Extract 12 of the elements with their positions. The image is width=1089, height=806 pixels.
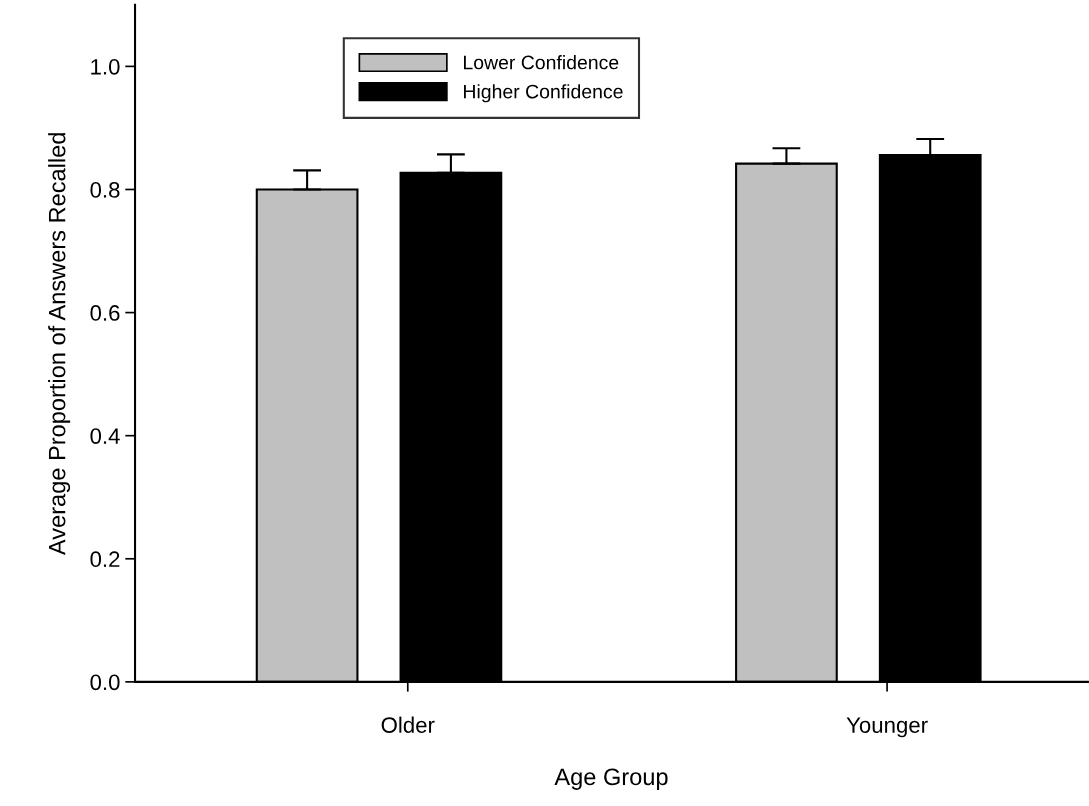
y-tick-label: 0.6 [90, 305, 120, 321]
y-tick-label: 0.8 [90, 182, 120, 198]
y-tick-label: 1.0 [91, 58, 120, 75]
x-tick-label: Younger [846, 717, 928, 738]
x-tick-label: Older [381, 716, 435, 733]
x-axis-title: Age Group [554, 768, 668, 790]
legend-label: Higher Confidence [464, 84, 623, 103]
y-tick-label: 0.2 [90, 551, 120, 568]
y-axis-title: Average Proportion of Answers Recalled [48, 133, 71, 556]
y-tick-label: 0.0 [90, 674, 120, 691]
legend-label: Lower Confidence [464, 55, 619, 70]
y-tick-label: 0.4 [90, 428, 120, 444]
